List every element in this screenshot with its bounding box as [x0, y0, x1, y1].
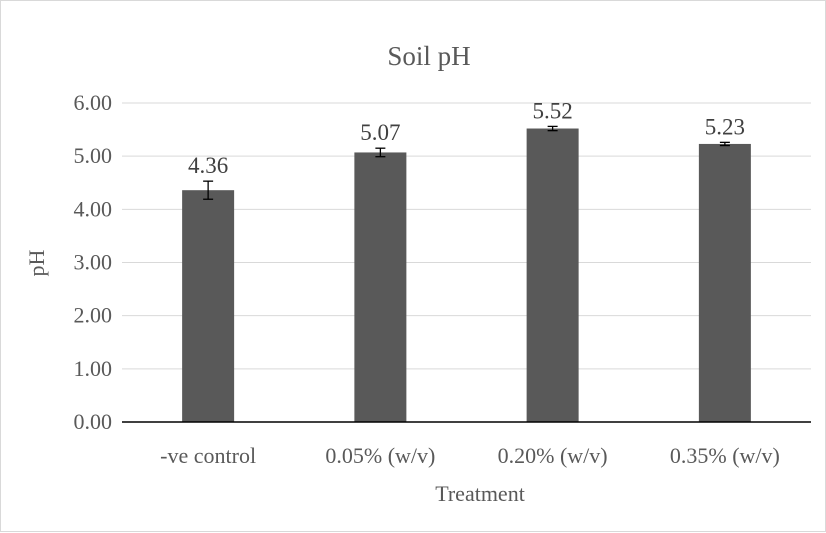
x-category-label: 0.20% (w/v) [498, 443, 608, 468]
y-tick-label: 5.00 [74, 143, 113, 168]
bar [526, 128, 579, 422]
data-label: 4.36 [188, 153, 228, 178]
x-category-label: 0.05% (w/v) [325, 443, 435, 468]
bar [182, 190, 235, 422]
bar [698, 143, 751, 422]
data-label: 5.07 [360, 120, 400, 145]
y-tick-label: 1.00 [74, 356, 113, 381]
y-tick-label: 2.00 [74, 303, 113, 328]
x-category-label: -ve control [160, 443, 256, 468]
y-axis-ticks: 0.00 1.00 2.00 3.00 4.00 5.00 6.00 [74, 90, 113, 434]
data-label: 5.52 [533, 98, 573, 123]
data-labels: 4.36 5.07 5.52 5.23 [188, 98, 745, 178]
y-tick-label: 6.00 [74, 90, 113, 115]
x-category-label: 0.35% (w/v) [670, 443, 780, 468]
y-axis-title: pH [24, 249, 49, 276]
x-axis-title: Treatment [435, 481, 525, 506]
data-label: 5.23 [705, 114, 745, 139]
y-tick-label: 4.00 [74, 196, 113, 221]
chart-title: Soil pH [387, 41, 470, 71]
gridlines [122, 102, 811, 370]
y-tick-label: 0.00 [74, 409, 113, 434]
error-bars [203, 125, 730, 200]
bar [354, 152, 407, 422]
y-tick-label: 3.00 [74, 250, 113, 275]
x-axis-categories: -ve control 0.05% (w/v) 0.20% (w/v) 0.35% (… [160, 443, 780, 468]
bars [182, 128, 751, 422]
